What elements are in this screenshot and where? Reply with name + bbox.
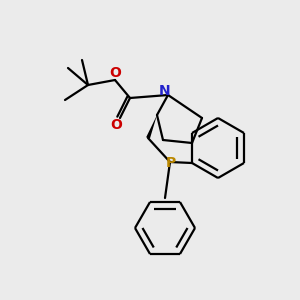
Text: O: O: [110, 118, 122, 132]
Text: O: O: [109, 66, 121, 80]
Text: P: P: [166, 156, 176, 170]
Polygon shape: [146, 115, 157, 139]
Text: N: N: [159, 84, 171, 98]
